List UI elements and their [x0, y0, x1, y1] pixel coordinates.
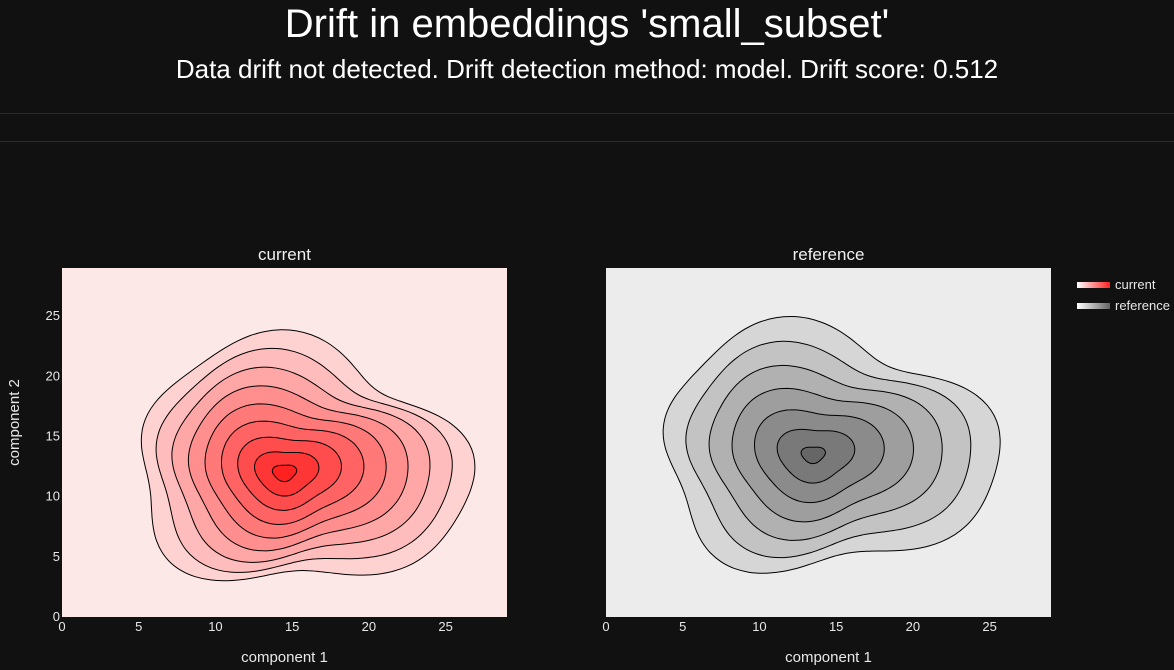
legend[interactable]: current reference: [1077, 277, 1170, 313]
contour-level-9: [271, 464, 298, 483]
y-tick-label: 25: [46, 308, 60, 323]
x-tick-label: 10: [208, 619, 222, 634]
x-tick-label: 25: [982, 619, 996, 634]
y-tick-label: 15: [46, 428, 60, 443]
x-tick-label: 20: [906, 619, 920, 634]
x-tick-label: 15: [829, 619, 843, 634]
contour-level-7: [800, 446, 826, 465]
panel-title: current: [258, 245, 311, 264]
x-axis-label: component 1: [785, 649, 872, 666]
panel-title: reference: [793, 245, 865, 264]
x-tick-label: 0: [58, 619, 65, 634]
legend-swatch-current: [1077, 282, 1110, 288]
panel-current: 0 5 10 15 20 25 0 5 10 15 20 25 current component 1 co…: [6, 245, 507, 666]
x-axis-label: component 1: [241, 649, 328, 666]
y-tick-label: 5: [53, 549, 60, 564]
divider-bottom: [0, 141, 1174, 142]
legend-label-reference: reference: [1115, 298, 1170, 313]
y-axis-label: component 2: [6, 379, 23, 466]
divider-top: [0, 113, 1174, 114]
chart-subtitle: Data drift not detected. Drift detection…: [175, 54, 999, 84]
legend-label-current: current: [1115, 277, 1156, 292]
y-tick-label: 20: [46, 368, 60, 383]
y-tick-label: 10: [46, 489, 60, 504]
legend-swatch-reference: [1077, 303, 1110, 309]
x-tick-label: 0: [602, 619, 609, 634]
y-tick-label: 0: [53, 609, 60, 624]
x-tick-label: 25: [438, 619, 452, 634]
x-tick-label: 5: [679, 619, 686, 634]
contours-reference: [662, 315, 1001, 574]
panel-reference: 0 5 10 15 20 25 reference component 1: [602, 245, 1051, 666]
x-tick-label: 15: [285, 619, 299, 634]
x-tick-label: 5: [135, 619, 142, 634]
x-tick-label: 20: [362, 619, 376, 634]
x-tick-label: 10: [752, 619, 766, 634]
chart-title: Drift in embeddings 'small_subset': [284, 2, 890, 46]
contours-current: [140, 329, 476, 582]
